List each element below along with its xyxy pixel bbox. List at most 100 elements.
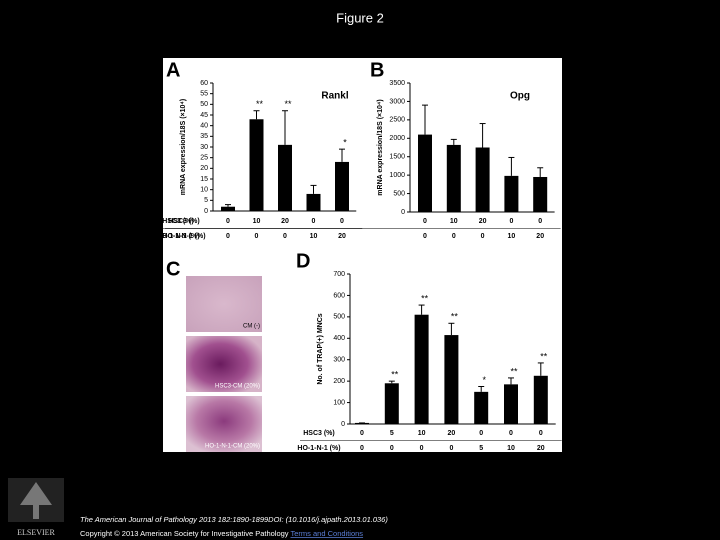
y-tick-label: 3000 [389, 98, 405, 105]
x-tick-label: 0 [539, 430, 543, 437]
x-tick-label: 0 [340, 218, 344, 225]
y-tick-label: 100 [333, 399, 345, 406]
x-tick-label: 20 [536, 233, 544, 240]
y-tick-label: 1000 [389, 172, 405, 179]
significance: ** [540, 351, 548, 361]
y-tick-label: 55 [200, 91, 208, 98]
logo-tree [20, 482, 52, 519]
x-tick-label: 0 [423, 233, 427, 240]
y-tick-label: 20 [200, 165, 208, 172]
micrograph [186, 396, 262, 452]
y-tick-label: 1500 [389, 154, 405, 161]
significance: ** [510, 366, 518, 376]
y-axis-label: mRNA expression/18S (×10⁴) [180, 99, 187, 195]
y-tick-label: 0 [204, 208, 208, 215]
x-tick-label: 5 [479, 445, 483, 452]
image-label: HSC3-CM (20%) [215, 384, 260, 390]
significance: ** [391, 370, 399, 380]
x-tick-label: 10 [507, 445, 515, 452]
row-label: HO-1-N-1 (%) [156, 233, 199, 240]
bar [444, 335, 459, 424]
image-label: HO-1-N-1-CM (20%) [205, 444, 260, 450]
copyright-text: Copyright © 2013 American Society for In… [80, 529, 289, 538]
significance: ** [421, 293, 429, 303]
publisher: ELSEVIER [17, 528, 55, 537]
bar [504, 175, 519, 212]
bar [533, 375, 548, 424]
bar [504, 384, 518, 424]
x-tick-label: 20 [479, 218, 487, 225]
x-tick-label: 0 [283, 233, 287, 240]
micrograph [186, 336, 262, 392]
figure-panel [163, 58, 562, 452]
y-tick-label: 500 [393, 190, 405, 197]
bar [475, 147, 490, 212]
x-tick-label: 0 [255, 233, 259, 240]
bar [335, 161, 349, 211]
panel-letter: B [370, 59, 384, 81]
y-tick-label: 2000 [389, 135, 405, 142]
panel-letter: A [166, 59, 180, 81]
y-tick-label: 200 [333, 378, 345, 385]
x-tick-label: 0 [452, 233, 456, 240]
bar [474, 391, 489, 424]
x-tick-label: 0 [390, 445, 394, 452]
y-tick-label: 30 [200, 144, 208, 151]
y-tick-label: 0 [341, 421, 345, 428]
image-label: CM (-) [243, 324, 260, 330]
x-tick-label: 0 [360, 430, 364, 437]
row-label: HSC3 (%) [303, 430, 335, 437]
y-tick-label: 400 [333, 335, 345, 342]
row-label: HO-1-N-1 (%) [162, 233, 205, 240]
x-tick-label: 0 [449, 445, 453, 452]
chart-title: Opg [510, 91, 530, 102]
x-tick-label: 0 [479, 430, 483, 437]
row-label: HSC3 (%) [162, 218, 194, 225]
x-tick-label: 0 [423, 218, 427, 225]
bar [418, 134, 432, 212]
y-tick-label: 25 [200, 155, 208, 162]
significance: * [343, 138, 347, 148]
bar [306, 193, 321, 211]
y-tick-label: 35 [200, 133, 208, 140]
copyright: Copyright © 2013 American Society for In… [80, 529, 363, 538]
x-tick-label: 10 [450, 218, 458, 225]
x-tick-label: 0 [481, 233, 485, 240]
y-tick-label: 10 [200, 187, 208, 194]
y-tick-label: 50 [200, 101, 208, 108]
x-tick-label: 0 [226, 233, 230, 240]
bar [221, 206, 235, 211]
bar [533, 176, 548, 212]
micrograph [186, 276, 262, 332]
y-tick-label: 5 [204, 197, 208, 204]
y-tick-label: 300 [333, 357, 345, 364]
y-tick-label: 60 [200, 80, 208, 87]
y-tick-label: 45 [200, 112, 208, 119]
bar [278, 144, 292, 211]
figure-title: Figure 2 [336, 10, 384, 25]
y-tick-label: 15 [200, 176, 208, 183]
x-tick-label: 5 [390, 430, 394, 437]
bar [355, 422, 369, 424]
x-tick-label: 0 [360, 445, 364, 452]
chart-title: Rankl [321, 91, 348, 102]
x-tick-label: 20 [281, 218, 289, 225]
y-tick-label: 2500 [389, 117, 405, 124]
y-axis-label: No. of TRAP(+) MNCs [317, 313, 324, 384]
y-tick-label: 40 [200, 123, 208, 130]
terms-link[interactable]: Terms and Conditions [291, 529, 364, 538]
x-tick-label: 0 [509, 430, 513, 437]
y-tick-label: 700 [333, 271, 345, 278]
x-tick-label: 0 [226, 218, 230, 225]
y-tick-label: 0 [401, 209, 405, 216]
panel-letter: D [296, 250, 310, 272]
significance: ** [256, 99, 264, 109]
x-tick-label: 0 [420, 445, 424, 452]
citation: The American Journal of Pathology 2013 1… [80, 515, 388, 524]
y-tick-label: 600 [333, 292, 345, 299]
row-label: HSC3 (%) [168, 218, 200, 225]
x-tick-label: 0 [538, 218, 542, 225]
x-tick-label: 10 [253, 218, 261, 225]
y-tick-label: 500 [333, 314, 345, 321]
